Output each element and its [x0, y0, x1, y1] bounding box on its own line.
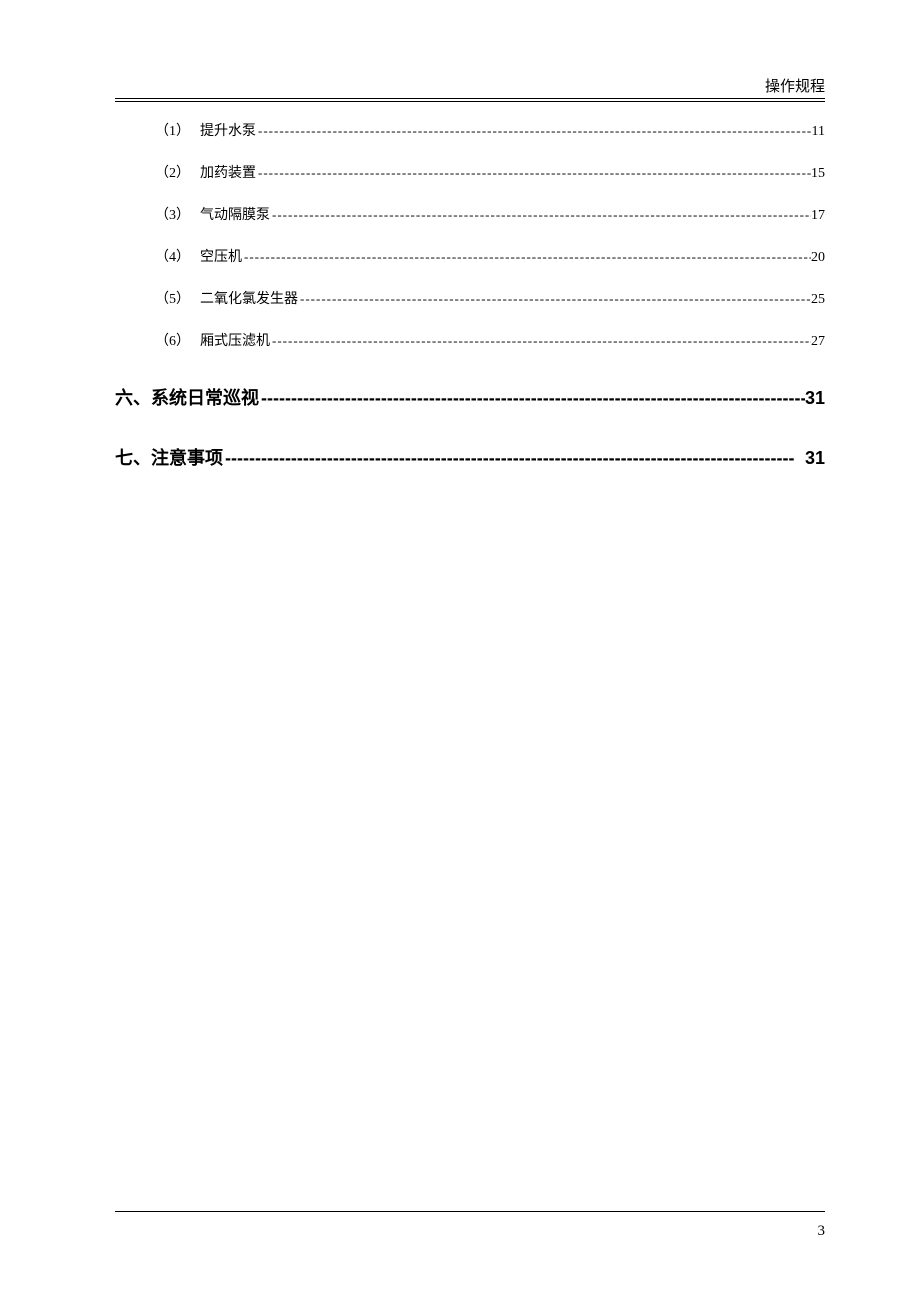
toc-leader-dots: ----------------------------------------…	[270, 207, 811, 223]
header-divider	[115, 98, 825, 102]
toc-item-label: 提升水泵	[200, 120, 256, 140]
toc-leader-dots: ----------------------------------------…	[298, 291, 811, 307]
toc-content: （1） 提升水泵 -------------------------------…	[115, 120, 825, 470]
toc-item-number: （6）	[115, 330, 200, 350]
toc-item-page: 25	[811, 292, 825, 308]
toc-item-number: （3）	[115, 204, 200, 224]
toc-section-page: 31	[805, 388, 825, 409]
toc-section-label: 六、系统日常巡视	[115, 384, 259, 410]
toc-item-number: （5）	[115, 288, 200, 308]
toc-item-label: 厢式压滤机	[200, 330, 270, 350]
page-container: 操作规程 （1） 提升水泵 --------------------------…	[0, 0, 920, 1302]
toc-item-number: （1）	[115, 120, 200, 140]
toc-section: 七、注意事项 ---------------------------------…	[115, 444, 825, 470]
toc-item-label: 二氧化氯发生器	[200, 288, 298, 308]
toc-item-number: （4）	[115, 246, 200, 266]
toc-leader-dots: ----------------------------------------…	[256, 123, 812, 139]
toc-item: （3） 气动隔膜泵 ------------------------------…	[115, 204, 825, 224]
toc-leader-dashes: ----------------------------------------…	[259, 388, 805, 409]
toc-section: 六、系统日常巡视 -------------------------------…	[115, 384, 825, 410]
toc-leader-dots: ----------------------------------------…	[270, 333, 811, 349]
toc-item-label: 空压机	[200, 246, 242, 266]
toc-item-label: 加药装置	[200, 162, 256, 182]
toc-item-page: 15	[811, 166, 825, 182]
toc-item-label: 气动隔膜泵	[200, 204, 270, 224]
toc-item: （4） 空压机 --------------------------------…	[115, 246, 825, 266]
toc-leader-dots: ----------------------------------------…	[242, 249, 811, 265]
footer-divider	[115, 1211, 825, 1212]
toc-leader-dashes: ----------------------------------------…	[223, 448, 805, 469]
toc-item: （1） 提升水泵 -------------------------------…	[115, 120, 825, 140]
toc-section-page: 31	[805, 448, 825, 469]
toc-item-page: 11	[812, 124, 825, 140]
page-number: 3	[818, 1223, 826, 1240]
toc-item-page: 27	[811, 334, 825, 350]
header-title: 操作规程	[765, 75, 825, 96]
toc-item: （6） 厢式压滤机 ------------------------------…	[115, 330, 825, 350]
toc-leader-dots: ----------------------------------------…	[256, 165, 811, 181]
toc-item: （2） 加药装置 -------------------------------…	[115, 162, 825, 182]
toc-item-page: 20	[811, 250, 825, 266]
toc-item-number: （2）	[115, 162, 200, 182]
toc-section-label: 七、注意事项	[115, 444, 223, 470]
toc-item-page: 17	[811, 208, 825, 224]
toc-item: （5） 二氧化氯发生器 ----------------------------…	[115, 288, 825, 308]
